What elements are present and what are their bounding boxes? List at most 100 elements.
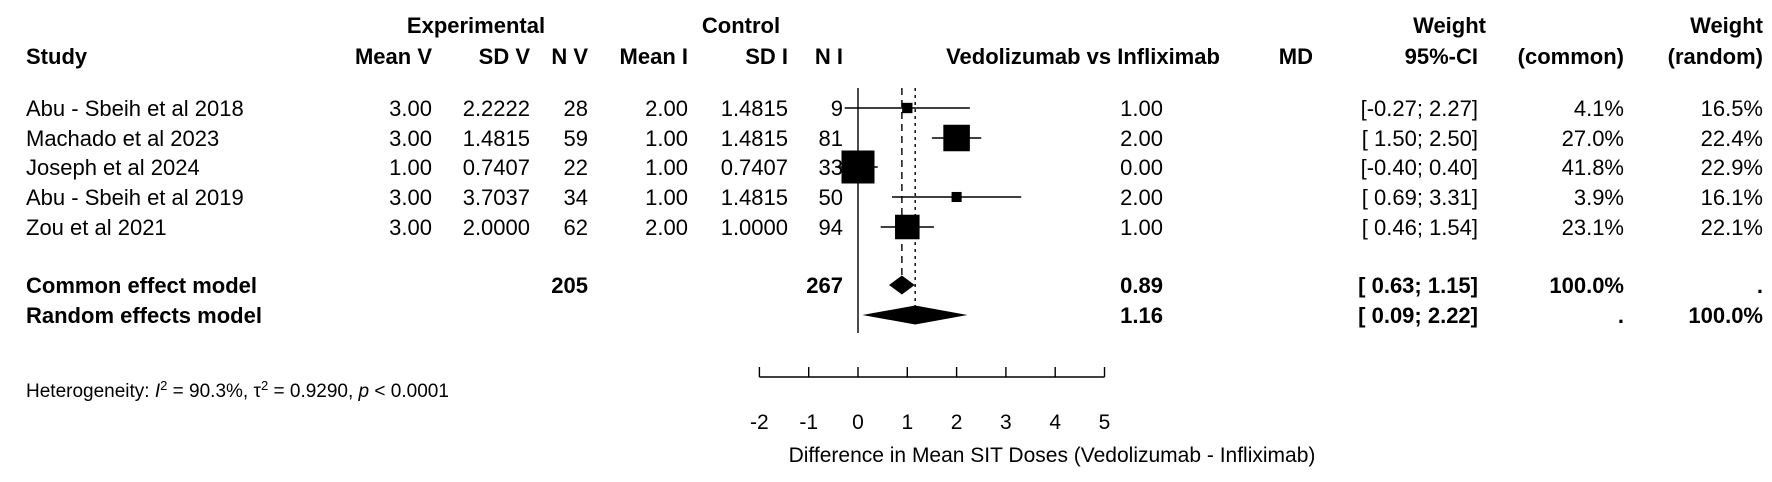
cell-sd-v: 1.4815 bbox=[463, 126, 530, 151]
study-row: Abu - Sbeih et al 2019 3.00 3.7037 34 1.00 1.… bbox=[26, 185, 1763, 210]
common-effect-diamond bbox=[889, 275, 915, 295]
cell-mean-i: 1.00 bbox=[645, 126, 688, 151]
common-effect-row: Common effect model 205 267 0.89 [ 0.63; 1.1… bbox=[26, 273, 1763, 298]
study-name: Abu - Sbeih et al 2018 bbox=[26, 96, 244, 121]
cell-sd-v: 2.2222 bbox=[463, 96, 530, 121]
cell-mean-i: 1.00 bbox=[645, 185, 688, 210]
cell-sd-i: 1.4815 bbox=[721, 96, 788, 121]
cell-mean-v: 3.00 bbox=[389, 215, 432, 240]
cell-mean-v: 3.00 bbox=[389, 185, 432, 210]
study-name: Machado et al 2023 bbox=[26, 126, 219, 151]
common-w-random: . bbox=[1757, 273, 1763, 298]
cell-n-i: 50 bbox=[819, 185, 843, 210]
common-md-text: 0.89 bbox=[1120, 273, 1163, 298]
study-name: Joseph et al 2024 bbox=[26, 155, 200, 180]
cell-sd-v: 3.7037 bbox=[463, 185, 530, 210]
cell-md-text: 2.00 bbox=[1120, 185, 1163, 210]
mean-v-column-header: Mean V bbox=[355, 44, 432, 69]
study-rows: Abu - Sbeih et al 2018 3.00 2.2222 28 2.00 1.… bbox=[26, 96, 1763, 328]
cell-w-random: 22.1% bbox=[1701, 215, 1763, 240]
cell-ci-text: [ 0.69; 3.31] bbox=[1362, 185, 1478, 210]
weight-common-header-line2: (common) bbox=[1518, 44, 1624, 69]
cell-sd-i: 1.0000 bbox=[721, 215, 788, 240]
x-axis-label: Difference in Mean SIT Doses (Vedolizuma… bbox=[789, 444, 1316, 467]
random-w-common: . bbox=[1618, 303, 1624, 328]
cell-sd-v: 2.0000 bbox=[463, 215, 530, 240]
cell-w-common: 23.1% bbox=[1562, 215, 1624, 240]
sd-v-column-header: SD V bbox=[479, 44, 531, 69]
cell-n-i: 81 bbox=[819, 126, 843, 151]
total-n-v: 205 bbox=[551, 273, 588, 298]
cell-w-common: 3.9% bbox=[1574, 185, 1624, 210]
mean-i-column-header: Mean I bbox=[620, 44, 688, 69]
ci-column-header: 95%-CI bbox=[1405, 44, 1478, 69]
study-column-header: Study bbox=[26, 44, 88, 69]
x-tick-label: 2 bbox=[951, 411, 963, 434]
random-effect-label: Random effects model bbox=[26, 303, 262, 328]
cell-sd-i: 1.4815 bbox=[721, 185, 788, 210]
cell-n-i: 9 bbox=[831, 96, 843, 121]
common-effect-label: Common effect model bbox=[26, 273, 257, 298]
x-tick-label: -2 bbox=[750, 411, 769, 434]
column-headers: Experimental Control Weight Weight Study… bbox=[26, 13, 1764, 69]
cell-n-v: 62 bbox=[564, 215, 588, 240]
study-row: Machado et al 2023 3.00 1.4815 59 1.00 1.4815… bbox=[26, 126, 1763, 151]
n-v-column-header: N V bbox=[551, 44, 588, 69]
cell-mean-v: 3.00 bbox=[389, 96, 432, 121]
cell-sd-v: 0.7407 bbox=[463, 155, 530, 180]
plot-area bbox=[838, 88, 1022, 333]
study-row: Zou et al 2021 3.00 2.0000 62 2.00 1.0000 94 1.… bbox=[26, 215, 1763, 240]
cell-ci-text: [ 1.50; 2.50] bbox=[1362, 126, 1478, 151]
cell-w-random: 16.5% bbox=[1701, 96, 1763, 121]
sd-i-column-header: SD I bbox=[745, 44, 788, 69]
study-name: Abu - Sbeih et al 2019 bbox=[26, 185, 244, 210]
cell-ci-text: [ 0.46; 1.54] bbox=[1362, 215, 1478, 240]
weight-random-header-line1: Weight bbox=[1690, 13, 1764, 38]
cell-n-i: 94 bbox=[819, 215, 843, 240]
cell-ci-text: [-0.27; 2.27] bbox=[1361, 96, 1478, 121]
total-n-i: 267 bbox=[806, 273, 843, 298]
cell-md-text: 0.00 bbox=[1120, 155, 1163, 180]
experimental-group-header: Experimental bbox=[407, 13, 545, 38]
cell-mean-v: 3.00 bbox=[389, 126, 432, 151]
cell-mean-i: 2.00 bbox=[645, 96, 688, 121]
point-estimate-square bbox=[902, 102, 913, 114]
common-ci-text: [ 0.63; 1.15] bbox=[1358, 273, 1478, 298]
n-i-column-header: N I bbox=[815, 44, 843, 69]
x-tick-label: 4 bbox=[1049, 411, 1061, 434]
cell-w-random: 22.4% bbox=[1701, 126, 1763, 151]
cell-mean-v: 1.00 bbox=[389, 155, 432, 180]
random-w-random: 100.0% bbox=[1688, 303, 1763, 328]
effect-column-header: Vedolizumab vs Infliximab bbox=[946, 44, 1220, 69]
random-md-text: 1.16 bbox=[1120, 303, 1163, 328]
cell-n-v: 28 bbox=[564, 96, 588, 121]
random-effect-row: Random effects model 1.16 [ 0.09; 2.22]. 10… bbox=[26, 303, 1763, 328]
cell-md-text: 1.00 bbox=[1120, 96, 1163, 121]
x-tick-label: 5 bbox=[1099, 411, 1111, 434]
cell-md-text: 1.00 bbox=[1120, 215, 1163, 240]
cell-sd-i: 0.7407 bbox=[721, 155, 788, 180]
x-tick-label: 3 bbox=[1000, 411, 1012, 434]
cell-n-v: 34 bbox=[564, 185, 588, 210]
x-tick-label: 0 bbox=[852, 411, 864, 434]
point-estimate-square bbox=[951, 191, 962, 203]
random-effect-diamond bbox=[862, 305, 968, 325]
weight-common-header-line1: Weight bbox=[1413, 13, 1487, 38]
weight-random-header-line2: (random) bbox=[1668, 44, 1763, 69]
cell-w-common: 41.8% bbox=[1562, 155, 1624, 180]
cell-mean-i: 2.00 bbox=[645, 215, 688, 240]
x-tick-label: -1 bbox=[799, 411, 818, 434]
cell-w-random: 16.1% bbox=[1701, 185, 1763, 210]
cell-mean-i: 1.00 bbox=[645, 155, 688, 180]
study-name: Zou et al 2021 bbox=[26, 215, 167, 240]
study-row: Abu - Sbeih et al 2018 3.00 2.2222 28 2.00 1.… bbox=[26, 96, 1763, 121]
cell-n-v: 22 bbox=[564, 155, 588, 180]
cell-w-common: 4.1% bbox=[1574, 96, 1624, 121]
cell-sd-i: 1.4815 bbox=[721, 126, 788, 151]
cell-w-random: 22.9% bbox=[1701, 155, 1763, 180]
common-w-common: 100.0% bbox=[1549, 273, 1624, 298]
control-group-header: Control bbox=[702, 13, 780, 38]
study-row: Joseph et al 2024 1.00 0.7407 22 1.00 0.7407 3… bbox=[26, 155, 1763, 180]
random-ci-text: [ 0.09; 2.22] bbox=[1358, 303, 1478, 328]
